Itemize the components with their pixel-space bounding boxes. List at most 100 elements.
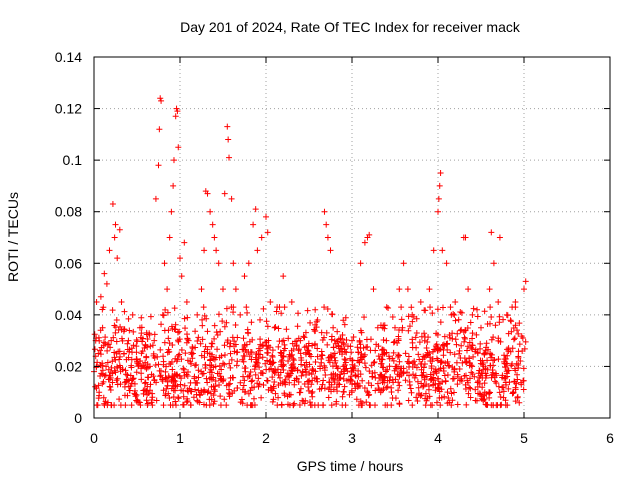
data-point	[169, 373, 176, 380]
data-point	[508, 318, 515, 325]
data-point	[382, 368, 389, 375]
data-point	[481, 389, 488, 396]
data-point	[210, 400, 217, 407]
data-point	[342, 314, 349, 321]
data-point	[492, 322, 499, 329]
data-point	[149, 394, 156, 401]
data-point	[496, 234, 503, 241]
data-point	[390, 349, 397, 356]
data-point	[123, 371, 130, 378]
data-point	[154, 353, 161, 360]
data-point	[172, 321, 179, 328]
data-point	[134, 338, 141, 345]
data-point	[125, 354, 132, 361]
data-point	[207, 208, 214, 215]
data-point	[323, 329, 330, 336]
data-point	[141, 380, 148, 387]
data-point	[228, 356, 235, 363]
data-point	[131, 390, 138, 397]
data-point	[444, 358, 451, 365]
data-point	[415, 390, 422, 397]
data-point	[330, 324, 337, 331]
data-point	[151, 337, 158, 344]
data-point	[483, 340, 490, 347]
data-point	[435, 208, 441, 215]
data-point	[472, 397, 479, 404]
data-point	[517, 357, 524, 364]
data-point	[359, 402, 366, 409]
data-point	[306, 369, 313, 376]
data-point	[488, 336, 495, 343]
data-point	[379, 364, 386, 371]
data-point	[126, 348, 133, 355]
data-point	[145, 390, 152, 397]
data-point	[327, 247, 334, 254]
data-point	[406, 323, 413, 330]
data-point	[238, 396, 245, 403]
data-point	[392, 324, 398, 331]
data-point	[466, 339, 473, 346]
data-point	[165, 335, 172, 342]
data-point	[445, 395, 452, 402]
data-point	[213, 247, 220, 254]
data-point	[269, 374, 276, 381]
data-point	[349, 365, 356, 372]
data-point	[231, 348, 238, 355]
data-point	[452, 298, 459, 305]
data-point	[232, 322, 239, 329]
data-point	[200, 401, 207, 408]
data-point	[496, 319, 503, 326]
x-tick-label: 3	[348, 430, 356, 446]
data-point	[219, 318, 226, 325]
data-point	[214, 331, 221, 338]
data-point	[319, 336, 326, 343]
data-point	[114, 364, 121, 371]
data-point	[454, 371, 461, 378]
data-point	[259, 354, 266, 361]
data-point	[433, 355, 440, 362]
data-point	[360, 344, 367, 351]
data-point	[372, 387, 379, 394]
data-point	[117, 402, 124, 409]
data-point	[269, 347, 276, 354]
data-point	[221, 352, 228, 359]
data-point	[313, 324, 320, 331]
data-point	[413, 394, 420, 401]
data-point	[197, 392, 204, 399]
data-point	[187, 379, 194, 386]
data-point	[355, 373, 362, 380]
data-point	[293, 375, 300, 382]
data-point	[462, 335, 469, 342]
data-point	[193, 391, 200, 398]
data-point	[269, 398, 276, 405]
data-point	[406, 372, 413, 379]
data-point	[468, 369, 475, 376]
data-point	[452, 336, 459, 343]
data-point	[318, 351, 325, 358]
data-point	[240, 358, 247, 365]
data-point	[441, 393, 448, 400]
data-point	[208, 383, 215, 390]
data-point	[133, 337, 140, 344]
data-point	[347, 343, 354, 350]
data-point	[184, 336, 191, 343]
data-point	[445, 362, 452, 369]
data-point	[138, 330, 145, 337]
data-point	[240, 335, 247, 342]
data-point	[130, 375, 137, 382]
data-point	[150, 373, 157, 380]
data-point	[175, 144, 182, 151]
data-point	[383, 337, 390, 344]
data-point	[297, 389, 304, 396]
data-point	[437, 319, 444, 326]
data-point	[125, 337, 132, 344]
data-point	[170, 379, 177, 386]
data-point	[251, 402, 258, 409]
data-point	[257, 347, 264, 354]
data-point	[113, 350, 120, 357]
data-point	[379, 377, 386, 384]
data-point	[239, 346, 246, 353]
data-point	[505, 330, 512, 337]
data-point	[452, 317, 459, 324]
data-point	[174, 337, 181, 344]
